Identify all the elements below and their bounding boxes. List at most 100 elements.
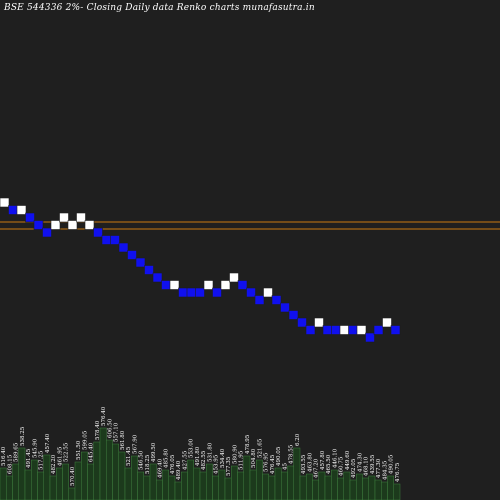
volume-label: 504.80 <box>251 448 257 468</box>
volume-bar <box>249 469 257 500</box>
renko-brick-up <box>339 325 350 335</box>
renko-brick-down <box>195 287 205 298</box>
volume-bar <box>287 465 294 500</box>
renko-brick-up <box>314 317 324 328</box>
volume-label: 576.95 <box>264 452 270 472</box>
volume-label: 606.50 <box>107 418 113 438</box>
volume-bar <box>162 469 169 500</box>
renko-brick-down <box>110 235 120 245</box>
volume-bar <box>181 471 188 500</box>
volume-label: 599.05 <box>82 430 88 450</box>
renko-brick-up <box>203 280 214 290</box>
renko-brick-up <box>229 272 239 283</box>
renko-brick-up <box>50 220 61 230</box>
volume-bar <box>281 471 288 500</box>
renko-brick-up <box>59 212 69 223</box>
renko-brick-down <box>118 242 129 253</box>
volume-label: 561.80 <box>120 430 126 450</box>
volume-bar <box>93 441 101 500</box>
volume-label: 492.05 <box>351 458 357 478</box>
volume-bar <box>137 471 144 500</box>
volume-bar <box>187 459 194 500</box>
volume-label: 490.05 <box>389 454 395 474</box>
volume-bar <box>199 471 207 500</box>
volume-label: 467.20 <box>314 458 320 478</box>
brick-layer <box>0 197 401 343</box>
volume-label: 538.25 <box>20 426 26 446</box>
volume-bar <box>237 471 244 500</box>
volume-bar <box>131 455 138 500</box>
volume-label: 427.55 <box>182 450 188 470</box>
volume-label: 485.80 <box>164 448 170 468</box>
volume-label: 463.80 <box>307 452 313 472</box>
renko-brick-down <box>305 325 316 335</box>
volume-bar <box>106 439 113 500</box>
volume-bar <box>318 471 326 500</box>
renko-brick-down <box>152 272 163 283</box>
volume-bar <box>224 477 232 500</box>
renko-brick-up <box>382 317 392 328</box>
volume-label: 557.10 <box>114 422 120 442</box>
volume-bar <box>393 483 401 500</box>
volume-layer: 516.40 608.15589.65538.25491.45545.90517.… <box>0 406 401 500</box>
volume-bar <box>381 481 388 500</box>
volume-label: 518.25 <box>145 454 151 474</box>
volume-label: 460.75 <box>339 456 345 476</box>
volume-label: 465.50 <box>326 454 332 474</box>
volume-bar <box>174 481 182 500</box>
volume-label: 453.95 <box>214 454 220 474</box>
volume-label: 580.90 <box>232 444 238 464</box>
volume-label: 577.35 <box>226 456 232 476</box>
volume-label: 551.50 <box>76 440 82 460</box>
volume-bar <box>6 475 13 500</box>
renko-brick-down <box>93 227 103 238</box>
volume-bar <box>268 475 276 500</box>
volume-label: 589.65 <box>14 442 20 462</box>
volume-bar <box>12 463 19 500</box>
volume-label: 482.55 <box>201 450 207 470</box>
renko-brick-down <box>161 280 171 290</box>
volume-bar <box>118 451 126 500</box>
volume-label: 457.40 <box>45 433 51 453</box>
renko-brick-down <box>365 332 375 343</box>
renko-brick-down <box>254 295 265 305</box>
renko-brick-up <box>76 212 86 223</box>
renko-brick-up <box>356 325 367 335</box>
renko-brick-down <box>178 287 188 298</box>
renko-brick-down <box>297 317 307 328</box>
volume-bar <box>193 467 201 500</box>
volume-label: 469.40 <box>157 458 163 478</box>
volume-label: 478.55 <box>289 444 295 464</box>
volume-bar <box>312 479 319 500</box>
renko-brick-down <box>237 280 248 290</box>
volume-label: 534.40 <box>220 448 226 468</box>
volume-bar <box>387 475 394 500</box>
volume-label: 482.20 <box>51 454 57 474</box>
volume-bar <box>87 463 94 500</box>
volume-bar <box>218 469 226 500</box>
volume-bar <box>349 479 357 500</box>
volume-label: 522.55 <box>64 442 70 462</box>
volume-label: 474.30 <box>357 452 363 472</box>
renko-brick-up <box>67 220 78 230</box>
volume-label: 546.50 <box>139 450 145 470</box>
volume-bar <box>99 427 107 500</box>
volume-bar <box>124 467 132 500</box>
volume-bar <box>368 475 376 500</box>
renko-brick-up <box>16 205 27 215</box>
renko-brick-down <box>348 325 358 335</box>
renko-brick-down <box>101 235 112 245</box>
volume-bar <box>62 463 69 500</box>
volume-bar <box>168 475 176 500</box>
volume-label: 490.05 <box>276 446 282 466</box>
volume-bar <box>256 459 263 500</box>
volume-bar <box>299 475 307 500</box>
renko-brick-up <box>169 280 180 290</box>
volume-label: 476.75 <box>395 462 401 482</box>
volume-bar <box>343 471 351 500</box>
volume-bar <box>374 479 382 500</box>
volume-bar <box>337 477 344 500</box>
volume-bar <box>274 467 282 500</box>
